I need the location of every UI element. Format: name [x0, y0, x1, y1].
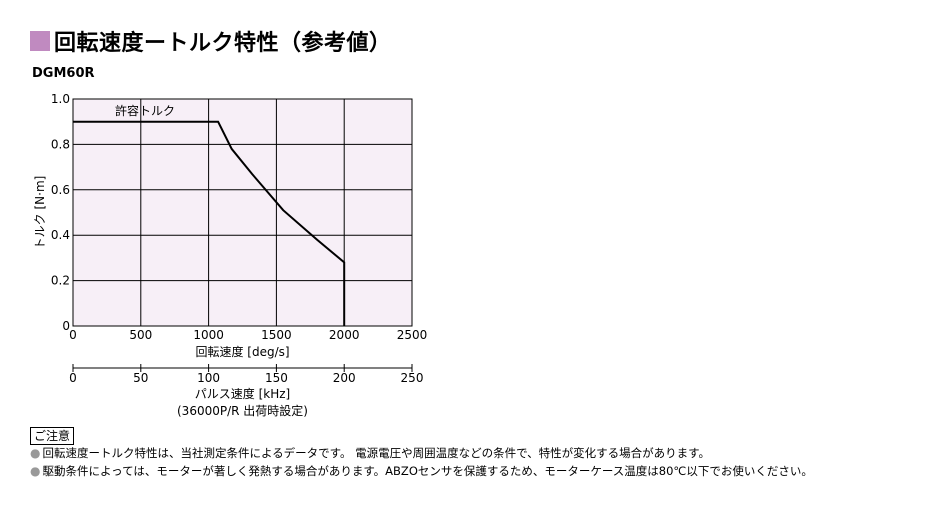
- notice-item-text: 回転速度ートルク特性は、当社測定条件によるデータです。 電源電圧や周囲温度などの…: [42, 446, 711, 460]
- y-tick-labels: 0 0.2 0.4 0.6 0.8 1.0: [51, 92, 70, 333]
- notice-item-text: 駆動条件によっては、モーターが著しく発熱する場合があります。ABZOセンサを保護…: [42, 464, 813, 478]
- notice-label: ご注意: [30, 427, 75, 445]
- bullet-icon: ●: [30, 464, 41, 478]
- pulse-speed-axis: 0 50 100 150 200 250: [69, 364, 423, 385]
- x-tick-label: 1500: [261, 328, 292, 342]
- y-axis-title: トルク [N·m]: [33, 176, 47, 250]
- y-tick-label: 0: [62, 319, 70, 333]
- notice-item: ● 回転速度ートルク特性は、当社測定条件によるデータです。 電源電圧や周囲温度な…: [30, 445, 710, 461]
- pulse-speed-tick-label: 100: [197, 371, 220, 385]
- torque-curve: [73, 120, 346, 326]
- x-axis-title: 回転速度 [deg/s]: [195, 344, 289, 359]
- x-tick-label: 0: [69, 328, 77, 342]
- pulse-speed-axis-note: (36000P/R 出荷時設定): [177, 403, 308, 418]
- pulse-speed-tick-label: 250: [401, 371, 424, 385]
- y-tick-label: 0.8: [51, 137, 70, 151]
- x-tick-label: 2500: [397, 328, 428, 342]
- pulse-speed-tick-label: 50: [133, 371, 148, 385]
- x-tick-labels: 0 500 1000 1500 2000 2500: [69, 328, 427, 342]
- y-tick-label: 0.4: [51, 228, 70, 242]
- pulse-speed-tick-label: 0: [69, 371, 77, 385]
- heading-marker-icon: [30, 31, 50, 51]
- page-title: 回転速度ートルク特性（参考値）: [54, 31, 392, 56]
- pulse-speed-axis-title: パルス速度 [kHz]: [195, 386, 290, 401]
- x-tick-label: 2000: [329, 328, 360, 342]
- y-tick-label: 1.0: [51, 92, 70, 106]
- y-tick-label: 0.2: [51, 274, 70, 288]
- page-heading: 回転速度ートルク特性（参考値）: [30, 28, 392, 56]
- pulse-speed-tick-label: 150: [265, 371, 288, 385]
- model-name: DGM60R: [32, 66, 95, 81]
- y-tick-label: 0.6: [51, 183, 70, 197]
- x-tick-label: 500: [129, 328, 152, 342]
- notice-item: ● 駆動条件によっては、モーターが著しく発熱する場合があります。ABZOセンサを…: [30, 463, 813, 479]
- bullet-icon: ●: [30, 446, 41, 460]
- plot-area: [72, 98, 413, 327]
- allowable-torque-label: 許容トルク: [115, 103, 175, 118]
- x-tick-label: 1000: [193, 328, 224, 342]
- pulse-speed-tick-label: 200: [333, 371, 356, 385]
